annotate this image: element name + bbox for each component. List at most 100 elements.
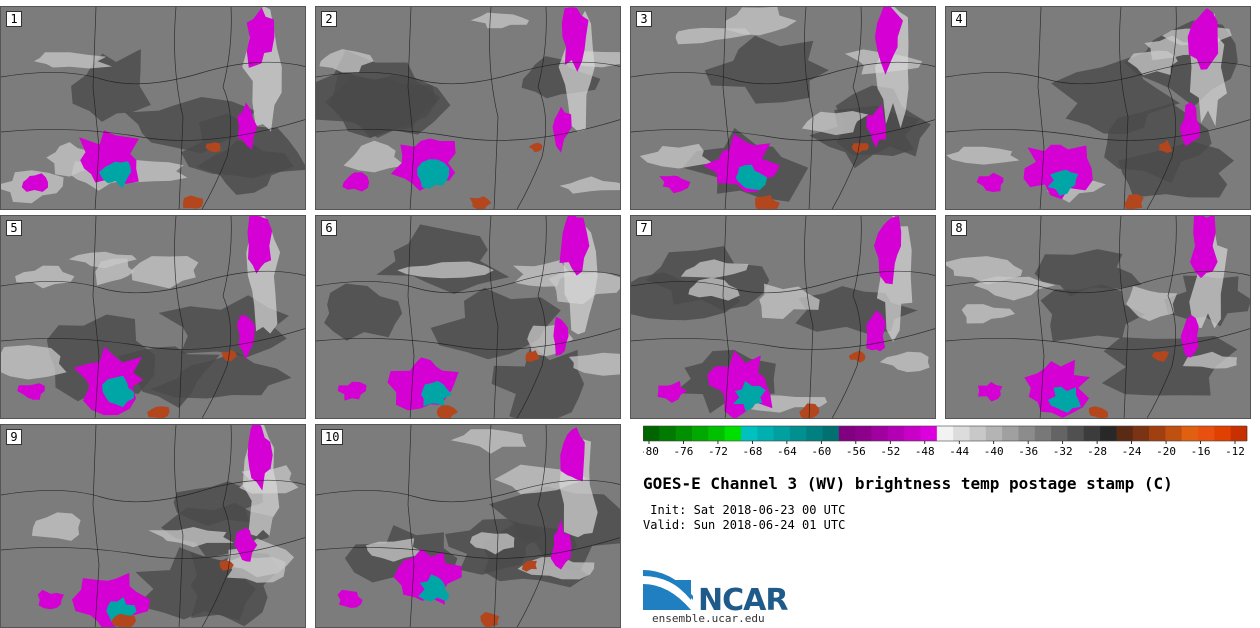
colorbar-swatch [1214, 426, 1232, 441]
colorbar-tick-label: -76 [674, 445, 694, 458]
panel-number-label: 5 [6, 220, 22, 236]
colorbar-swatch [1230, 426, 1248, 441]
cold-cloud-region [866, 104, 886, 148]
panel-number-label: 6 [321, 220, 337, 236]
warm-dry-region [147, 406, 170, 418]
warm-dry-region [1151, 351, 1169, 362]
colorbar-swatch [675, 426, 693, 441]
state-boundary-line [804, 7, 814, 209]
moist-band [343, 140, 405, 173]
colorbar-tick-label: -32 [1053, 445, 1073, 458]
warm-dry-region [1159, 140, 1173, 153]
cold-cloud-region [17, 383, 45, 400]
state-boundary-line [316, 270, 620, 294]
state-boundary-line [92, 425, 100, 627]
dry-air-region [1051, 57, 1180, 135]
cold-cloud-region [976, 172, 1004, 192]
warm-dry-region [436, 405, 459, 418]
ensemble-panel-2[interactable]: 2 [315, 6, 621, 210]
satellite-map-image [316, 425, 620, 627]
state-boundary-line [946, 270, 1250, 294]
colorbar-outline [643, 425, 1247, 442]
cold-cloud-region [553, 316, 569, 356]
ensemble-panel-5[interactable]: 5 [0, 215, 306, 419]
moist-band [469, 532, 515, 555]
warm-dry-region [111, 613, 137, 627]
state-boundary-line [316, 537, 620, 559]
cold-cloud-region [875, 7, 903, 75]
ensemble-panel-6[interactable]: 6 [315, 215, 621, 419]
state-boundary-line [1119, 216, 1129, 418]
dry-air-region [324, 283, 403, 341]
state-boundary-line [804, 216, 814, 418]
colorbar-swatch [969, 426, 987, 441]
state-boundary-line [1037, 7, 1045, 209]
colorbar-tick-label: -72 [708, 445, 728, 458]
ensemble-panel-10[interactable]: 10 [315, 424, 621, 628]
panel-number-label: 3 [636, 11, 652, 27]
moist-band [973, 276, 1056, 301]
colorbar-swatch [871, 426, 889, 441]
colorbar-swatch [1051, 426, 1068, 441]
cold-cloud-region [561, 7, 589, 72]
colorbar-swatch [643, 426, 660, 441]
deep-convection-core [418, 574, 450, 602]
panel-number-label: 9 [6, 429, 22, 445]
moist-band [559, 176, 620, 194]
ensemble-panel-8[interactable]: 8 [945, 215, 1251, 419]
state-boundary-line [407, 425, 415, 627]
colorbar-swatch [773, 426, 791, 441]
state-boundary-line [1146, 7, 1177, 209]
state-boundary-line [201, 7, 232, 209]
state-boundary-line [946, 328, 1250, 350]
colorbar-tick-label: -60 [811, 445, 831, 458]
satellite-map-image [631, 7, 935, 209]
dry-air-region [181, 113, 305, 179]
init-value: Sat 2018-06-23 00 UTC [693, 503, 846, 517]
colorbar-tick-label: -80 [643, 445, 659, 458]
cold-cloud-region [659, 175, 691, 194]
state-boundary-line [1, 270, 305, 294]
colorbar-tick-label: -48 [915, 445, 935, 458]
ensemble-panel-1[interactable]: 1 [0, 6, 306, 210]
colorbar-swatch [953, 426, 970, 441]
moist-band [68, 251, 137, 269]
moist-band [1182, 351, 1238, 369]
panel-number-label: 10 [321, 429, 344, 445]
deep-convection-core [1047, 169, 1079, 196]
state-boundary-line [516, 425, 547, 627]
colorbar-swatch [920, 426, 938, 441]
moist-band [31, 512, 81, 541]
init-label: Init: [650, 503, 687, 517]
colorbar-tick-label: -40 [984, 445, 1004, 458]
ensemble-panel-3[interactable]: 3 [630, 6, 936, 210]
moist-band [1126, 286, 1178, 322]
colorbar-tick-label: -24 [1122, 445, 1142, 458]
moist-band [517, 556, 595, 580]
colorbar-tick-label: -68 [742, 445, 762, 458]
panel-number-label: 2 [321, 11, 337, 27]
colorbar-swatch [936, 426, 954, 441]
cold-cloud-region [874, 216, 902, 285]
ensemble-panel-9[interactable]: 9 [0, 424, 306, 628]
site-url-link[interactable]: ensemble.ucar.edu [652, 612, 765, 625]
cold-cloud-region [978, 381, 1003, 402]
ncar-logo-icon[interactable] [643, 570, 695, 612]
cold-cloud-region [247, 425, 273, 491]
state-boundary-line [631, 270, 935, 294]
colorbar-swatch [740, 426, 758, 441]
ensemble-panel-7[interactable]: 7 [630, 215, 936, 419]
ensemble-panel-4[interactable]: 4 [945, 6, 1251, 210]
state-boundary-line [92, 7, 100, 209]
colorbar-tick-label: -28 [1087, 445, 1107, 458]
cold-cloud-region [866, 310, 886, 352]
state-boundary-line [489, 216, 499, 418]
dry-air-region [704, 35, 829, 104]
deep-convection-core [733, 381, 766, 412]
colorbar-swatch [724, 426, 742, 441]
dry-air-region [376, 224, 510, 294]
cold-cloud-region [657, 380, 688, 403]
state-boundary-line [316, 119, 620, 141]
state-boundary-line [407, 216, 415, 418]
colorbar-swatch [985, 426, 1003, 441]
